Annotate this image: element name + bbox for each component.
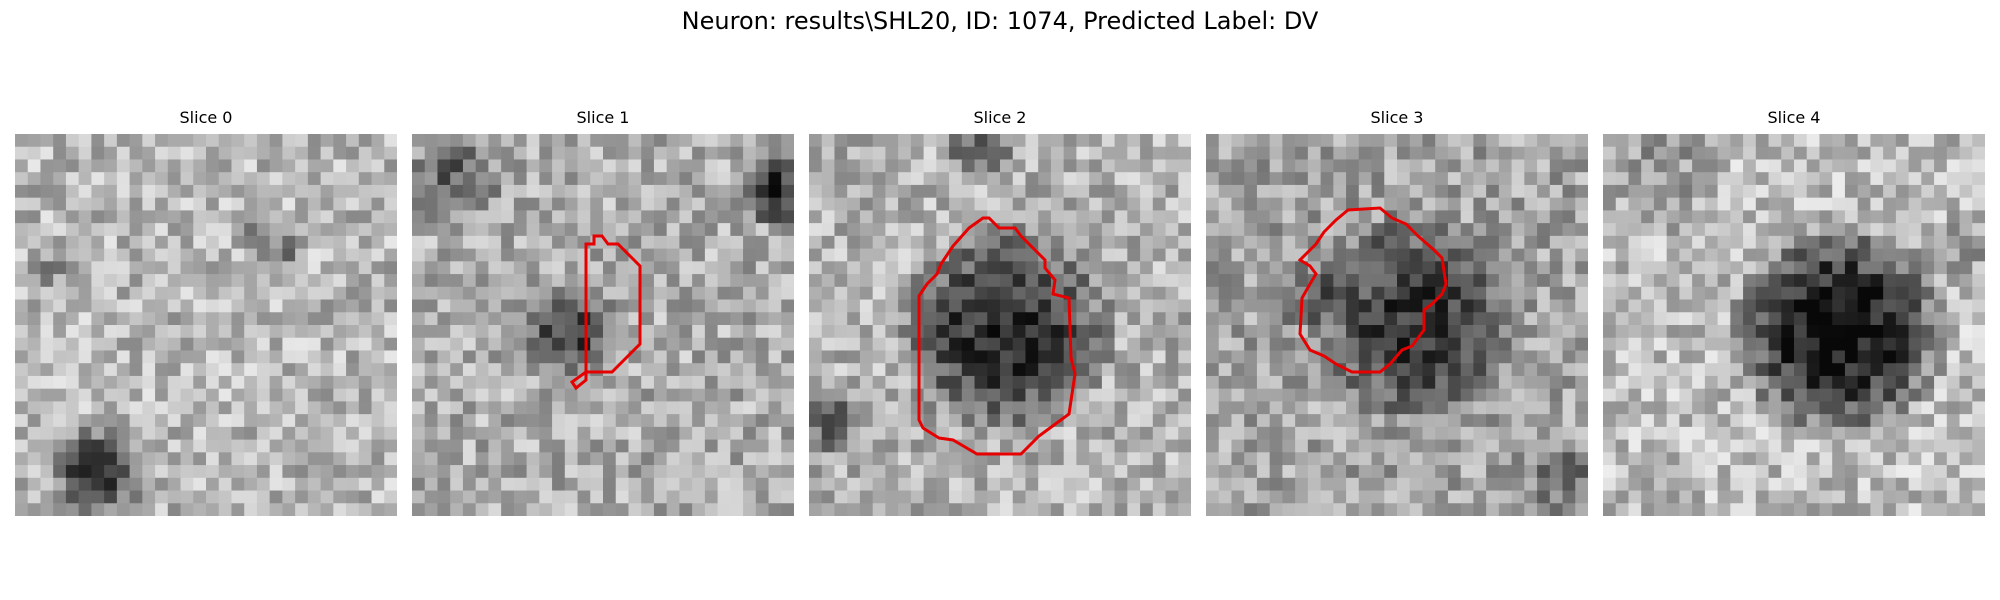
slice-title: Slice 1 — [576, 108, 630, 127]
slice-image-4 — [1603, 134, 1985, 516]
slice-image-1 — [412, 134, 794, 516]
slice-image-0 — [15, 134, 397, 516]
slice-image-3 — [1206, 134, 1588, 516]
slice-panel-2: Slice 2 — [809, 0, 1191, 600]
figure-title: Neuron: results\SHL20, ID: 1074, Predict… — [681, 7, 1319, 35]
roi-contour — [917, 216, 1077, 456]
slice-title: Slice 0 — [179, 108, 233, 127]
slice-panel-0: Slice 0 — [15, 0, 397, 600]
slice-panel-1: Slice 1 — [412, 0, 794, 600]
slice-title: Slice 4 — [1767, 108, 1821, 127]
roi-contour — [1297, 206, 1448, 374]
slice-panel-3: Slice 3 — [1206, 0, 1588, 600]
roi-contour — [569, 234, 642, 391]
slice-title: Slice 3 — [1370, 108, 1424, 127]
slice-image-2 — [809, 134, 1191, 516]
slice-panel-4: Slice 4 — [1603, 0, 1985, 600]
slice-title: Slice 2 — [973, 108, 1027, 127]
